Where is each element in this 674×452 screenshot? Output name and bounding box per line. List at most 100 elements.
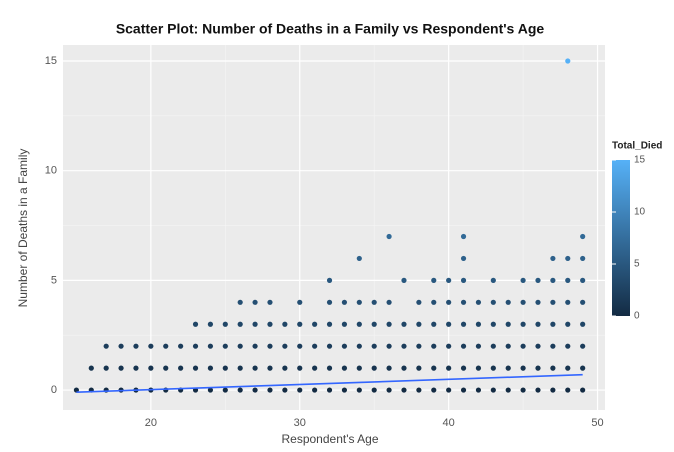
point bbox=[326, 365, 333, 371]
point bbox=[505, 299, 511, 305]
point bbox=[282, 387, 288, 393]
point bbox=[267, 387, 273, 393]
point bbox=[580, 277, 586, 283]
colorbar-label: 0 bbox=[634, 311, 640, 322]
point bbox=[192, 321, 199, 327]
point bbox=[312, 365, 318, 371]
colorbar-label: 5 bbox=[634, 259, 640, 270]
x-tick-label: 20 bbox=[145, 417, 157, 429]
point bbox=[550, 299, 556, 305]
point bbox=[118, 365, 124, 371]
point bbox=[222, 365, 228, 371]
point bbox=[297, 387, 303, 393]
point bbox=[550, 343, 556, 349]
point bbox=[386, 387, 392, 393]
point bbox=[326, 343, 333, 349]
point bbox=[222, 343, 228, 349]
point bbox=[267, 343, 273, 349]
point bbox=[133, 343, 139, 349]
y-axis-title: Number of Deaths in a Family bbox=[16, 149, 30, 308]
point bbox=[297, 365, 303, 371]
point bbox=[148, 365, 154, 371]
colorbar-label: 15 bbox=[634, 155, 646, 166]
point bbox=[326, 277, 333, 283]
point bbox=[460, 321, 467, 327]
point bbox=[550, 255, 556, 262]
point bbox=[312, 321, 318, 327]
point bbox=[580, 255, 586, 262]
point bbox=[148, 343, 154, 349]
point bbox=[371, 365, 377, 371]
point bbox=[460, 343, 467, 349]
y-tick-label: 15 bbox=[45, 55, 57, 67]
point bbox=[431, 343, 437, 349]
point bbox=[312, 387, 318, 393]
point bbox=[163, 365, 169, 371]
point bbox=[460, 255, 467, 262]
point bbox=[580, 343, 586, 349]
y-tick-label: 10 bbox=[45, 165, 57, 177]
point bbox=[520, 387, 526, 393]
point bbox=[490, 299, 496, 305]
point bbox=[460, 365, 467, 371]
point bbox=[475, 321, 482, 327]
point bbox=[446, 299, 452, 305]
y-tick-label: 0 bbox=[51, 384, 57, 396]
point bbox=[550, 365, 556, 371]
point bbox=[252, 365, 258, 371]
point bbox=[222, 321, 228, 327]
point bbox=[73, 387, 80, 393]
point bbox=[460, 233, 467, 240]
point bbox=[371, 343, 377, 349]
point bbox=[341, 321, 348, 327]
point bbox=[520, 343, 526, 349]
point bbox=[490, 343, 496, 349]
point bbox=[416, 365, 422, 371]
point bbox=[431, 387, 437, 393]
point bbox=[490, 277, 496, 283]
point bbox=[490, 321, 496, 327]
point bbox=[490, 365, 496, 371]
point bbox=[505, 343, 511, 349]
point bbox=[535, 321, 541, 327]
point bbox=[565, 58, 571, 64]
point bbox=[163, 387, 169, 393]
point bbox=[475, 299, 482, 305]
point bbox=[192, 365, 199, 371]
point bbox=[520, 365, 526, 371]
point bbox=[535, 277, 541, 283]
point bbox=[565, 365, 571, 371]
point bbox=[580, 321, 586, 327]
point bbox=[416, 321, 422, 327]
point bbox=[505, 321, 511, 327]
point bbox=[326, 321, 333, 327]
point bbox=[103, 365, 109, 371]
point bbox=[178, 365, 184, 371]
point bbox=[565, 277, 571, 283]
point bbox=[386, 343, 392, 349]
point bbox=[297, 321, 303, 327]
point bbox=[401, 343, 407, 349]
point bbox=[237, 343, 243, 349]
point bbox=[535, 387, 541, 393]
point bbox=[207, 365, 214, 371]
point bbox=[356, 343, 362, 349]
point bbox=[431, 277, 437, 283]
point bbox=[371, 387, 377, 393]
point bbox=[580, 233, 586, 240]
point bbox=[356, 321, 362, 327]
point bbox=[431, 321, 437, 327]
point bbox=[580, 299, 586, 305]
point bbox=[163, 343, 169, 349]
point bbox=[267, 321, 273, 327]
point bbox=[326, 387, 333, 393]
point bbox=[401, 321, 407, 327]
point bbox=[580, 387, 586, 393]
point bbox=[431, 299, 437, 305]
point bbox=[371, 321, 377, 327]
point bbox=[565, 387, 571, 393]
point bbox=[446, 365, 452, 371]
point bbox=[460, 299, 467, 305]
colorbar-label: 10 bbox=[634, 207, 646, 218]
